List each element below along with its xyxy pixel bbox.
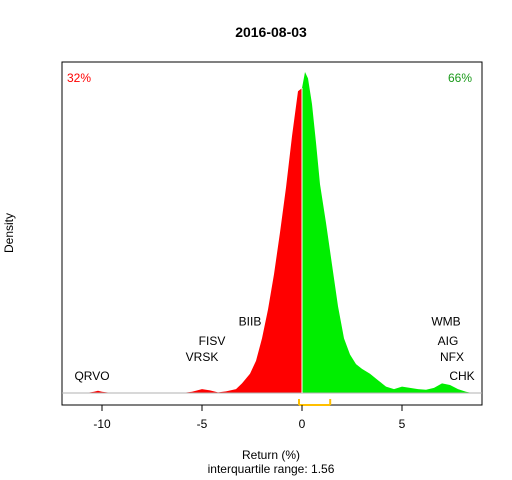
stock-label: QRVO bbox=[74, 369, 109, 383]
x-axis: -10 -5 0 5 bbox=[93, 405, 406, 431]
y-axis-label: Density bbox=[2, 213, 16, 253]
density-areas bbox=[86, 72, 472, 393]
stock-label: BIIB bbox=[239, 315, 262, 329]
stock-label: NFX bbox=[440, 350, 464, 364]
x-tick-label: -5 bbox=[197, 417, 208, 431]
stock-label: VRSK bbox=[186, 350, 219, 364]
iqr-bracket bbox=[298, 399, 332, 406]
negative-density-area bbox=[86, 88, 302, 393]
stock-label: AIG bbox=[438, 334, 459, 348]
baseline-layer bbox=[62, 88, 482, 394]
plot-frame bbox=[61, 61, 483, 406]
x-tick-label: -10 bbox=[93, 417, 111, 431]
x-tick-label: 5 bbox=[399, 417, 406, 431]
stock-label: CHK bbox=[449, 369, 474, 383]
left-share-label: 32% bbox=[67, 71, 91, 85]
x-tick-label: 0 bbox=[299, 417, 306, 431]
stock-label: FISV bbox=[199, 334, 226, 348]
stock-labels: QRVO VRSK FISV BIIB WMB AIG NFX CHK bbox=[74, 315, 474, 384]
chart-subtitle: interquartile range: 1.56 bbox=[208, 462, 335, 476]
chart-title: 2016-08-03 bbox=[235, 24, 307, 40]
x-axis-label: Return (%) bbox=[242, 448, 300, 462]
right-share-label: 66% bbox=[448, 71, 472, 85]
positive-density-area bbox=[302, 72, 472, 393]
stock-label: WMB bbox=[431, 315, 460, 329]
